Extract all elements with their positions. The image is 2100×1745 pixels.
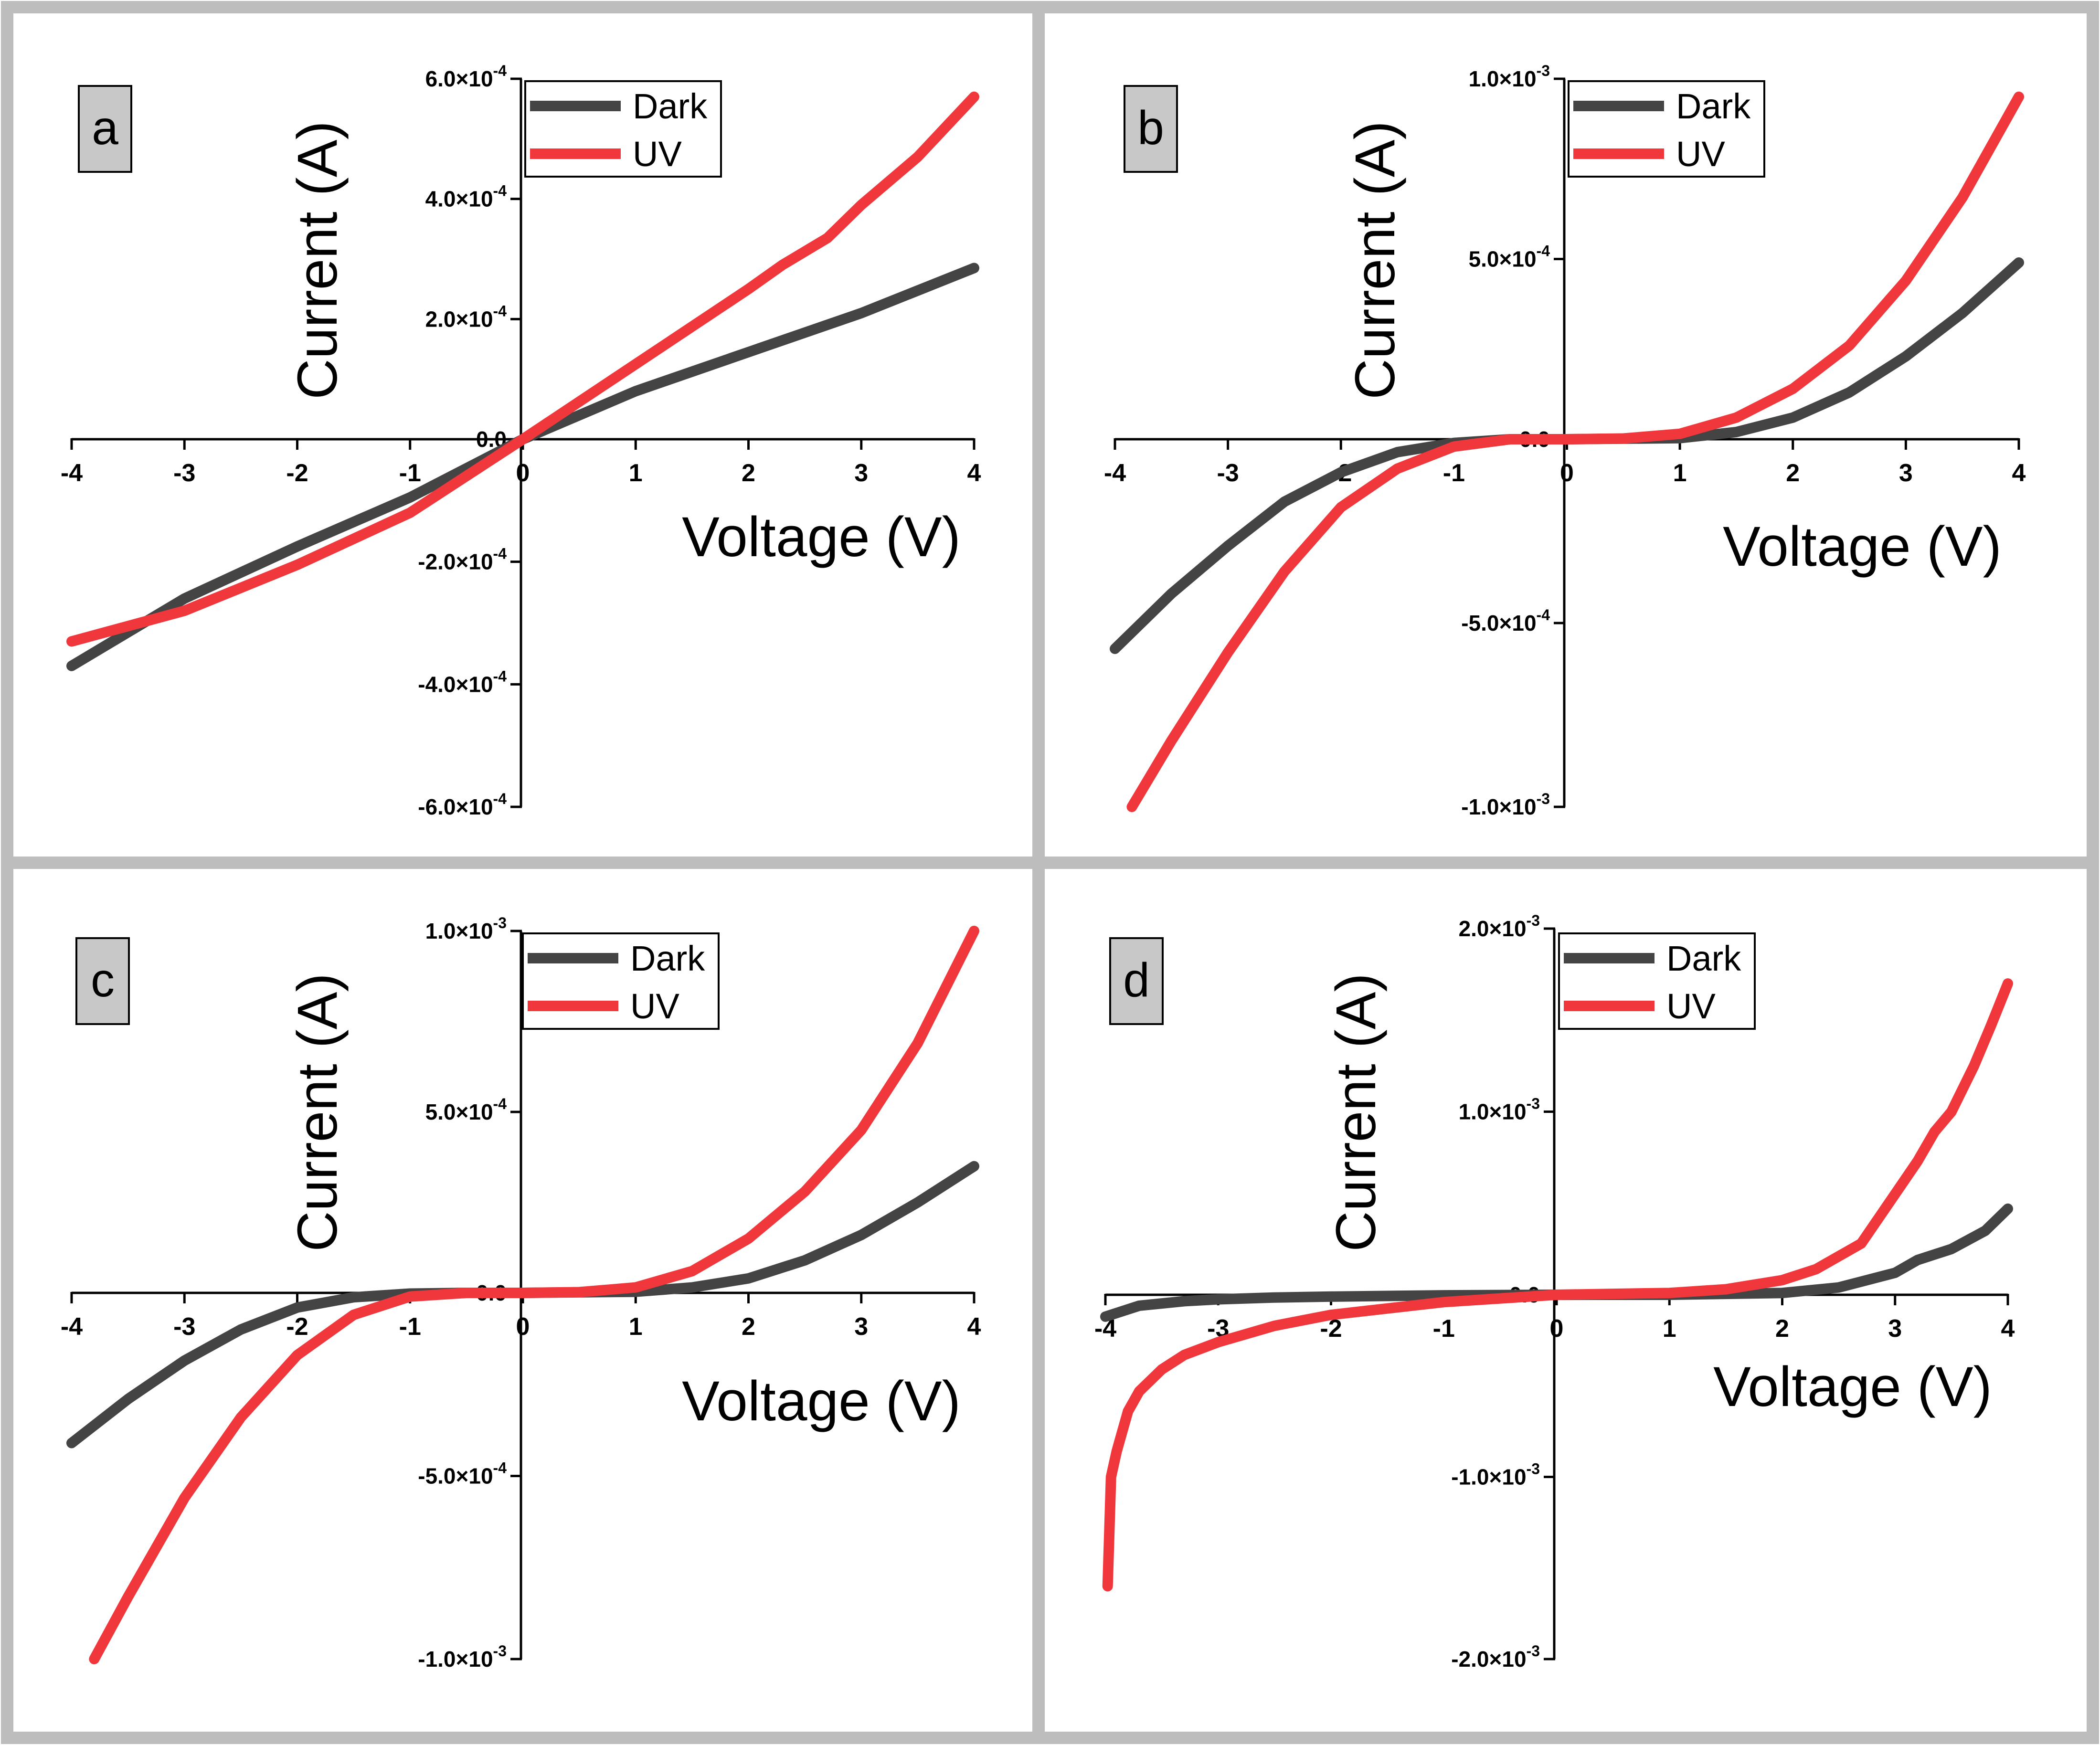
chart-panel-b: -4 -3 -2 -1 0 1 2 3 41.0×10-35.0×10-40.0-5.0×10-…: [1104, 62, 2026, 819]
y-tick-label: 6.0×10-4: [425, 62, 507, 91]
y-axis-title: Current (A): [1344, 121, 1407, 400]
panel-label-text: b: [1137, 101, 1164, 155]
chart-panel-c: -4 -3 -2 -1 0 1 2 3 41.0×10-35.0×10-40.0-5.0×10-…: [61, 914, 981, 1671]
y-tick-label: -1.0×10-3: [418, 1642, 507, 1671]
x-tick-label: 0: [516, 1313, 530, 1341]
y-tick-label: 4.0×10-4: [425, 182, 507, 212]
series-line-dark: [1110, 257, 2024, 654]
legend: Dark UV: [1558, 932, 1756, 1030]
legend-label-uv: UV: [1676, 134, 1725, 174]
legend-label-dark: Dark: [1676, 86, 1751, 126]
x-tick-label: -3: [173, 1313, 195, 1341]
x-tick-label: 3: [1899, 459, 1913, 487]
panel-label-box: [1109, 937, 1164, 1025]
legend-box: [1558, 932, 1756, 1030]
panel-label-box: [75, 937, 130, 1025]
x-tick-label: 1: [1663, 1315, 1676, 1343]
legend-box: [1568, 80, 1765, 178]
x-tick-label: -3: [1217, 459, 1239, 487]
x-tick-label: -2: [286, 1313, 308, 1341]
chart-panel-a: -4 -3 -2 -1 0 1 2 3 46.0×10-44.0×10-42.0×10-40.0…: [61, 62, 981, 819]
x-tick-label: 4: [2012, 459, 2026, 487]
x-tick-label: -1: [1443, 459, 1465, 487]
panel-label-box: [78, 85, 132, 173]
x-tick-label: 2: [1775, 1315, 1789, 1343]
x-tick-label: 1: [629, 1313, 643, 1341]
y-tick-label: -1.0×10-3: [1461, 790, 1550, 819]
x-tick-label: -2: [286, 459, 308, 487]
y-tick-label: 1.0×10-3: [1469, 62, 1550, 91]
x-tick-label: 3: [854, 459, 868, 487]
panel-label-text: a: [92, 101, 118, 155]
legend-label-dark: Dark: [1666, 939, 1741, 978]
x-axis-title: Voltage (V): [1723, 515, 2002, 578]
x-tick-label: 1: [629, 459, 643, 487]
legend-label-uv: UV: [1666, 986, 1716, 1026]
x-tick-label: -4: [61, 459, 83, 487]
x-tick-label: 3: [854, 1313, 868, 1341]
x-tick-label: 0: [1550, 1315, 1564, 1343]
y-tick-label: 1.0×10-3: [425, 914, 507, 943]
x-tick-label: 0: [516, 459, 530, 487]
legend-box: [524, 80, 722, 178]
x-axis-title: Voltage (V): [1713, 1355, 1992, 1418]
series-line-uv: [1102, 978, 2013, 1592]
legend-label-dark: Dark: [630, 939, 705, 978]
y-tick-label: -2.0×10-3: [1451, 1642, 1540, 1671]
x-tick-label: -4: [61, 1313, 83, 1341]
panel-label-text: d: [1123, 953, 1150, 1007]
series-line-uv: [66, 91, 979, 647]
legend-label-dark: Dark: [633, 86, 708, 126]
y-axis-title: Current (A): [286, 973, 349, 1252]
y-tick-label: 2.0×10-4: [425, 302, 507, 331]
legend-label-uv: UV: [630, 986, 679, 1026]
panel-label: c: [75, 937, 130, 1025]
y-tick-label: -2.0×10-4: [418, 545, 507, 574]
chart-panel-d: -4 -3 -2 -1 0 1 2 3 42.0×10-31.0×10-30.0-1.0×10-…: [1094, 912, 2015, 1671]
x-tick-label: 4: [967, 459, 981, 487]
x-tick-label: 2: [742, 459, 755, 487]
y-tick-label: -4.0×10-4: [418, 667, 507, 697]
x-tick-label: 3: [1888, 1315, 1902, 1343]
y-tick-label: -6.0×10-4: [418, 790, 507, 819]
legend: Dark UV: [522, 932, 720, 1030]
x-tick-label: 2: [742, 1313, 755, 1341]
y-tick-label: -5.0×10-4: [418, 1459, 507, 1489]
y-axis-title: Current (A): [286, 121, 349, 400]
panel-label-text: c: [91, 953, 115, 1007]
y-axis-title: Current (A): [1325, 973, 1388, 1252]
panel-label-box: [1124, 85, 1178, 173]
x-axis-title: Voltage (V): [682, 506, 961, 569]
panel-label: a: [78, 85, 132, 173]
series-line-uv: [89, 926, 979, 1664]
x-tick-label: 4: [967, 1313, 981, 1341]
x-tick-label: 4: [2001, 1315, 2015, 1343]
legend-label-uv: UV: [633, 134, 682, 174]
x-tick-label: -1: [399, 459, 421, 487]
x-tick-label: 1: [1673, 459, 1687, 487]
x-axis-title: Voltage (V): [682, 1370, 961, 1433]
x-tick-label: -3: [173, 459, 195, 487]
x-tick-label: -1: [1433, 1315, 1455, 1343]
panel-label: d: [1109, 937, 1164, 1025]
x-tick-label: 0: [1560, 459, 1574, 487]
y-tick-label: -5.0×10-4: [1461, 606, 1550, 635]
y-tick-label: 5.0×10-4: [425, 1095, 507, 1124]
series-line-uv: [1126, 91, 2024, 812]
x-tick-label: -1: [399, 1313, 421, 1341]
legend-box: [522, 932, 720, 1030]
y-tick-label: 5.0×10-4: [1469, 243, 1550, 272]
y-tick-label: 1.0×10-3: [1459, 1095, 1540, 1124]
y-tick-label: -1.0×10-3: [1451, 1460, 1540, 1490]
y-tick-label: 2.0×10-3: [1459, 912, 1540, 941]
legend: Dark UV: [524, 80, 722, 178]
panel-label: b: [1124, 85, 1178, 173]
legend: Dark UV: [1568, 80, 1765, 178]
x-tick-label: 2: [1786, 459, 1800, 487]
x-tick-label: -4: [1104, 459, 1126, 487]
